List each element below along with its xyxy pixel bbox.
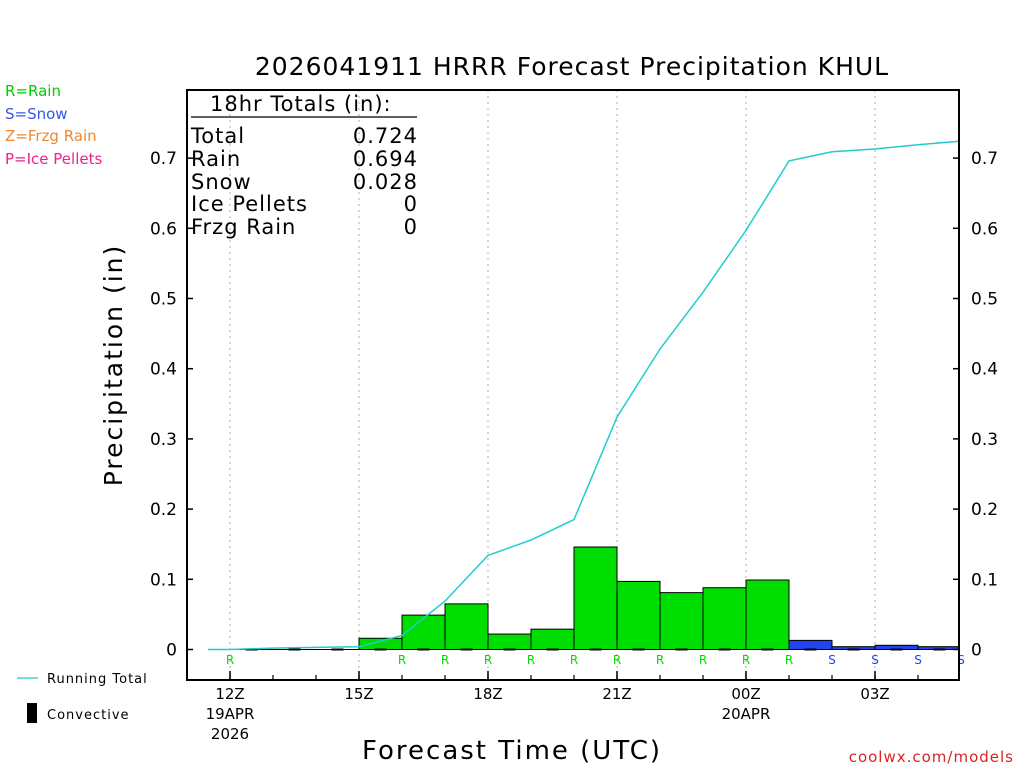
totals-label-snow: Snow — [191, 170, 252, 194]
x-tick-label-21Z: 21Z — [602, 685, 631, 703]
totals-label-total: Total — [190, 124, 245, 148]
chart-title: 2026041911 HRRR Forecast Precipitation K… — [255, 52, 889, 81]
legend-snow: S=Snow — [5, 105, 68, 123]
vertical-gridlines — [229, 90, 876, 680]
y-tick-label-right-7: 0.7 — [971, 149, 998, 169]
y-axis-left: 0 0.1 0.2 0.3 0.4 0.5 0.6 0.7 — [150, 149, 193, 661]
type-label-21: R — [613, 653, 621, 667]
type-label-17: R — [441, 653, 449, 667]
y-tick-label-right-0: 0 — [971, 641, 982, 661]
x-year-label-12Z: 2026 — [211, 725, 249, 743]
type-label-26: S — [828, 653, 836, 667]
credit-text: coolwx.com/models — [849, 748, 1014, 766]
y-axis-label: Precipitation (in) — [99, 244, 128, 487]
bar-16 — [358, 637, 403, 651]
bar-19 — [487, 633, 532, 651]
x-tick-label-00Z: 00Z — [731, 685, 760, 703]
y-tick-label-left-6: 0.6 — [150, 219, 177, 239]
totals-value-snow: 0.028 — [353, 170, 418, 194]
y-tick-label-right-6: 0.6 — [971, 219, 998, 239]
plot-frame — [186, 89, 960, 681]
type-label-24: R — [742, 653, 750, 667]
type-label-27: S — [871, 653, 879, 667]
type-label-22: R — [656, 653, 664, 667]
bar-18 — [444, 603, 489, 650]
type-label-20: R — [570, 653, 578, 667]
x-tick-label-18Z: 18Z — [473, 685, 502, 703]
x-tick-label-03Z: 03Z — [860, 685, 889, 703]
totals-label-ice-pellets: Ice Pellets — [191, 192, 308, 216]
type-label-19: R — [527, 653, 535, 667]
x-tick-label-15Z: 15Z — [344, 685, 373, 703]
bar-24 — [702, 587, 747, 650]
y-tick-label-left-5: 0.5 — [150, 290, 177, 310]
precip-bars — [245, 546, 960, 651]
bar-17 — [401, 614, 446, 650]
bar-23 — [659, 592, 704, 650]
totals-box: 18hr Totals (in): Total 0.724 Rain 0.694… — [190, 92, 418, 239]
convective-legend-swatch — [27, 703, 37, 723]
legend-ice-pellets: P=Ice Pellets — [5, 150, 102, 168]
x-date-label-12Z: 19APR — [206, 705, 255, 723]
totals-label-frzg-rain: Frzg Rain — [191, 215, 296, 239]
x-axis: 12Z 19APR 2026 15Z 18Z 21Z 00Z 20APR 03Z — [206, 671, 919, 743]
totals-header: 18hr Totals (in): — [210, 92, 392, 116]
type-label-18: R — [484, 653, 492, 667]
y-tick-label-right-1: 0.1 — [971, 570, 998, 590]
y-tick-label-left-0: 0 — [166, 641, 177, 661]
totals-value-ice-pellets: 0 — [404, 192, 418, 216]
y-axis-right: 0 0.1 0.2 0.3 0.4 0.5 0.6 0.7 — [953, 149, 998, 661]
type-label-23: R — [699, 653, 707, 667]
legend-rain: R=Rain — [5, 82, 61, 100]
totals-label-rain: Rain — [191, 147, 241, 171]
bar-22 — [616, 580, 661, 651]
y-tick-label-left-3: 0.3 — [150, 430, 177, 450]
type-label-29: S — [957, 653, 965, 667]
bar-20 — [530, 628, 575, 651]
x-axis-label: Forecast Time (UTC) — [362, 736, 662, 766]
bar-25 — [745, 579, 790, 651]
y-tick-label-left-2: 0.2 — [150, 500, 177, 520]
y-tick-label-right-4: 0.4 — [971, 360, 998, 380]
x-tick-label-12Z: 12Z — [215, 685, 244, 703]
type-legend: R=Rain S=Snow Z=Frzg Rain P=Ice Pellets — [5, 82, 102, 168]
y-tick-label-right-3: 0.3 — [971, 430, 998, 450]
y-tick-label-right-5: 0.5 — [971, 290, 998, 310]
y-tick-label-left-7: 0.7 — [150, 149, 177, 169]
type-label-25: R — [785, 653, 793, 667]
x-date-label-00Z: 20APR — [722, 705, 771, 723]
totals-value-total: 0.724 — [353, 124, 418, 148]
bar-26 — [788, 639, 833, 651]
y-tick-label-left-4: 0.4 — [150, 360, 177, 380]
running-total-line — [208, 140, 960, 651]
type-label-12: R — [226, 653, 234, 667]
bar-21 — [573, 546, 618, 650]
y-tick-label-left-1: 0.1 — [150, 570, 177, 590]
type-label-28: S — [914, 653, 922, 667]
convective-legend-label: Convective — [47, 708, 130, 723]
type-label-16: R — [398, 653, 406, 667]
legend-frzg-rain: Z=Frzg Rain — [5, 127, 97, 145]
totals-value-frzg-rain: 0 — [404, 215, 418, 239]
totals-value-rain: 0.694 — [353, 147, 418, 171]
y-tick-label-right-2: 0.2 — [971, 500, 998, 520]
bottom-legend: Running Total Convective — [17, 672, 148, 723]
running-total-legend-label: Running Total — [47, 672, 148, 687]
